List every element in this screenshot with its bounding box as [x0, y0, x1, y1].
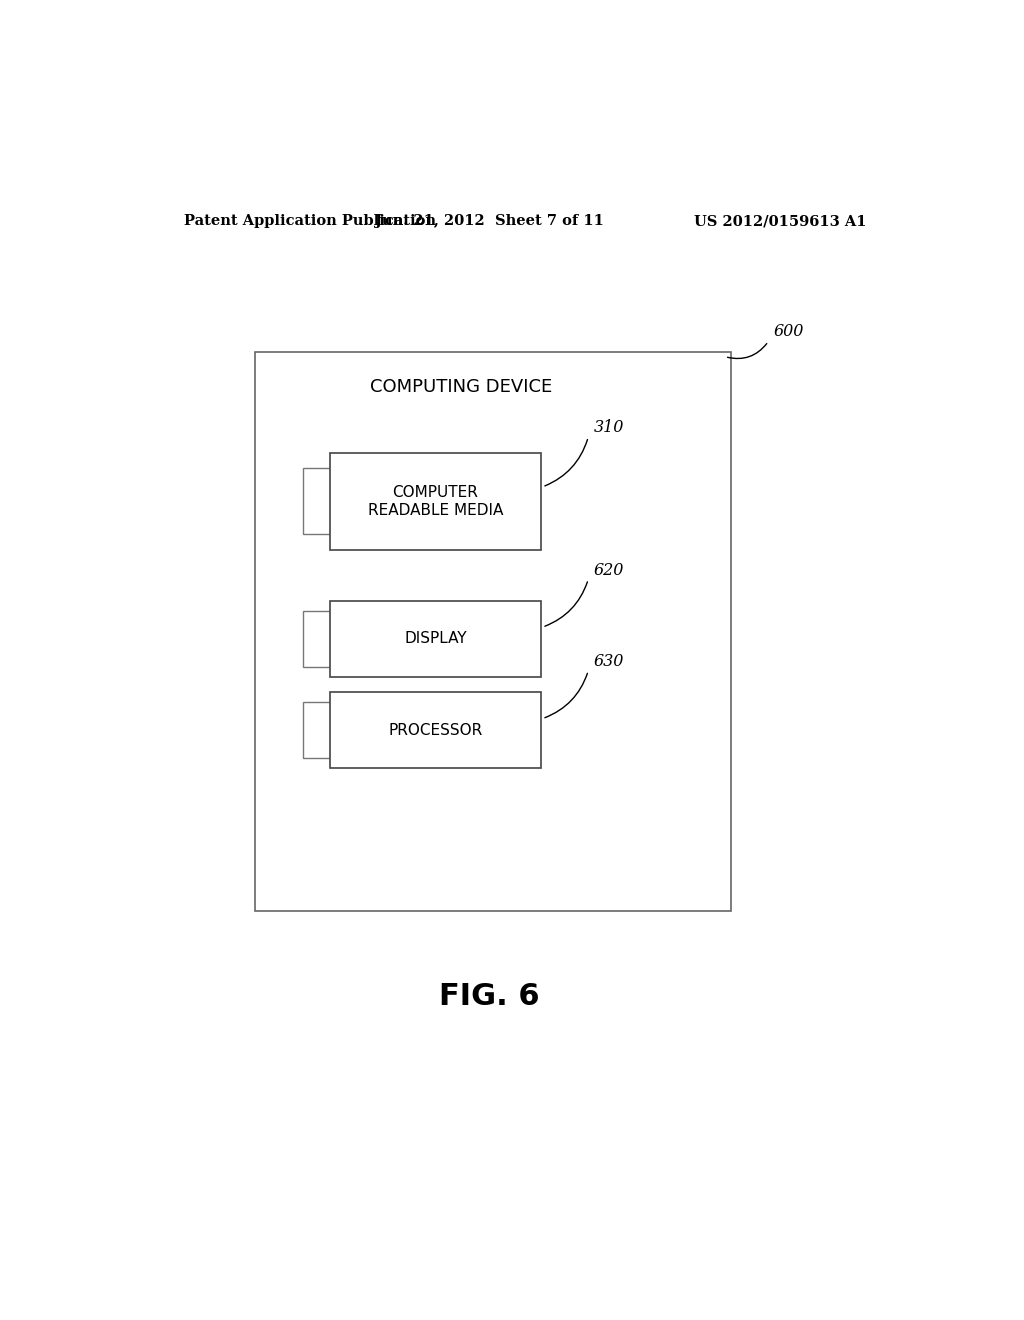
Bar [303, 469, 362, 535]
Text: PROCESSOR: PROCESSOR [388, 722, 482, 738]
Text: COMPUTER
READABLE MEDIA: COMPUTER READABLE MEDIA [368, 486, 503, 517]
FancyArrowPatch shape [727, 343, 767, 359]
Text: 630: 630 [594, 653, 625, 671]
Text: COMPUTING DEVICE: COMPUTING DEVICE [371, 378, 552, 396]
Text: 600: 600 [773, 322, 804, 339]
Text: FIG. 6: FIG. 6 [438, 982, 540, 1011]
Bar [331, 692, 541, 768]
Text: US 2012/0159613 A1: US 2012/0159613 A1 [693, 214, 866, 228]
Bar [303, 702, 362, 758]
Text: DISPLAY: DISPLAY [404, 631, 467, 647]
Bar [303, 611, 362, 667]
Text: Patent Application Publication: Patent Application Publication [183, 214, 435, 228]
FancyArrowPatch shape [545, 582, 588, 626]
Bar [331, 601, 541, 677]
Text: Jun. 21, 2012  Sheet 7 of 11: Jun. 21, 2012 Sheet 7 of 11 [375, 214, 603, 228]
FancyArrowPatch shape [545, 440, 588, 486]
Bar [255, 351, 731, 911]
FancyArrowPatch shape [545, 673, 588, 718]
Bar [331, 453, 541, 549]
Text: 310: 310 [594, 420, 625, 436]
Text: 620: 620 [594, 561, 625, 578]
